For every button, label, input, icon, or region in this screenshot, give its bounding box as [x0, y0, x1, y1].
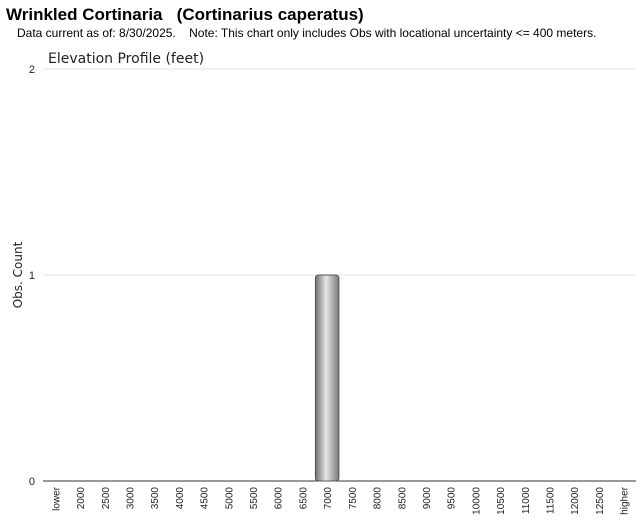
- x-tick-label: 3500: [150, 487, 161, 510]
- x-tick-label: 4500: [200, 487, 211, 510]
- x-tick-label: 10500: [496, 487, 507, 515]
- x-tick-label: 3000: [125, 487, 136, 510]
- page-title: Wrinkled Cortinaria (Cortinarius caperat…: [6, 5, 364, 24]
- x-tick-label: 12500: [595, 487, 606, 515]
- x-tick-label: 6500: [298, 487, 309, 510]
- x-tick-label: 11000: [521, 487, 532, 515]
- x-tick-label: 5000: [224, 487, 235, 510]
- y-tick-label: 0: [29, 476, 35, 488]
- bar-7000: [314, 274, 340, 482]
- x-tick-label: 10000: [471, 487, 482, 515]
- x-tick-label: 2500: [101, 487, 112, 510]
- x-tick-label: 9000: [422, 487, 433, 510]
- x-tick-label: 9500: [447, 487, 458, 510]
- data-note: Data current as of: 8/30/2025. Note: Thi…: [17, 26, 597, 40]
- x-tick-label: 2000: [76, 487, 87, 510]
- x-tick-label: 7000: [323, 487, 334, 510]
- y-tick-label: 1: [29, 270, 35, 282]
- chart-title: Elevation Profile (feet): [48, 51, 204, 67]
- x-tick-label: 6000: [274, 487, 285, 510]
- x-tick-label: 7500: [348, 487, 359, 510]
- x-tick-label: 4000: [175, 487, 186, 510]
- x-tick-label: 11500: [546, 487, 557, 515]
- x-tick-label: 8500: [397, 487, 408, 510]
- x-tick-label: 8000: [373, 487, 384, 510]
- y-tick-label: 2: [29, 64, 35, 76]
- x-tick-label: lower: [51, 486, 62, 511]
- x-tick-label: higher: [620, 486, 631, 514]
- x-tick-label: 5500: [249, 487, 260, 510]
- x-tick-label: 12000: [570, 487, 581, 515]
- y-axis-label: Obs. Count: [11, 241, 25, 308]
